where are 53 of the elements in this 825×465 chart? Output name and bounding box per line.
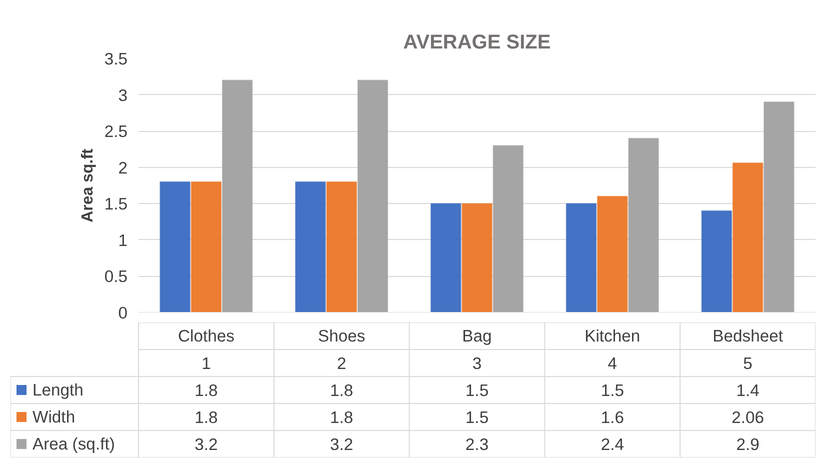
y-tick-label: 0 xyxy=(118,304,128,322)
bar xyxy=(628,138,659,312)
x-tick-label: Shoes xyxy=(318,326,366,346)
bar xyxy=(295,181,326,312)
data-label: 1.8 xyxy=(330,408,354,427)
y-axis-title: Area sq.ft xyxy=(79,148,96,222)
data-label: 1.8 xyxy=(330,381,354,400)
bar xyxy=(357,80,388,312)
bar xyxy=(222,80,253,312)
bar xyxy=(566,203,597,312)
chart-title: AVERAGE SIZE xyxy=(403,32,551,54)
data-label: 1.8 xyxy=(194,408,218,427)
bar xyxy=(430,203,462,312)
y-tick-label: 1.5 xyxy=(104,194,128,214)
bar xyxy=(732,162,764,312)
legend-label: Length xyxy=(32,380,84,400)
data-label: 1.4 xyxy=(736,381,760,400)
legend-label: Area (sq.ft) xyxy=(32,434,115,454)
y-tick-label: 1 xyxy=(118,230,128,250)
data-label: 2.9 xyxy=(736,435,760,454)
bar xyxy=(492,145,524,312)
x-tick-label: Bag xyxy=(462,326,492,346)
text: 3 xyxy=(472,354,482,373)
data-label: 3.2 xyxy=(330,435,354,454)
data-label: 2.3 xyxy=(465,435,489,454)
x-tick-label: Bedsheet xyxy=(712,326,784,346)
bar xyxy=(190,181,222,312)
x-tick-label: Clothes xyxy=(178,326,234,346)
text: 5 xyxy=(743,354,752,373)
bar xyxy=(160,181,190,312)
data-label: 1.5 xyxy=(465,381,489,400)
bar xyxy=(326,181,357,312)
text: 1 xyxy=(202,354,211,373)
y-tick-label: 2 xyxy=(118,158,128,178)
bar xyxy=(597,196,628,312)
bar xyxy=(462,203,492,312)
y-tick-label: 2.5 xyxy=(104,122,128,142)
y-tick-label: 3.5 xyxy=(104,50,128,68)
data-label: 3.2 xyxy=(194,435,218,454)
y-tick-label: 0.5 xyxy=(104,267,128,286)
data-label: 2.4 xyxy=(600,435,624,454)
y-tick-label: 3 xyxy=(118,86,128,105)
data-label: 1.6 xyxy=(600,408,624,427)
data-label: 1.5 xyxy=(465,408,489,427)
text: 4 xyxy=(608,354,618,373)
data-label: 1.5 xyxy=(600,381,624,400)
legend-label: Width xyxy=(32,408,76,426)
x-tick-label: Kitchen xyxy=(584,326,640,346)
bar xyxy=(764,102,794,312)
data-label: 2.06 xyxy=(732,408,764,427)
data-label: 1.8 xyxy=(194,381,218,400)
bar xyxy=(701,210,732,312)
text: 2 xyxy=(336,354,346,373)
